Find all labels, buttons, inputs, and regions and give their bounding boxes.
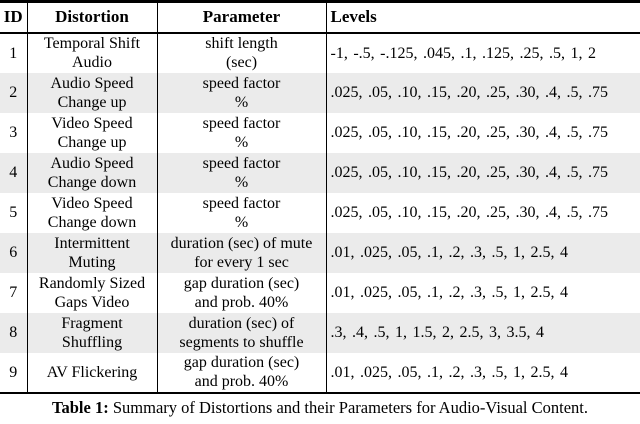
col-header-parameter: Parameter	[157, 1, 327, 34]
table-caption: Table 1: Summary of Distortions and thei…	[0, 398, 640, 417]
cell-id: 7	[0, 272, 28, 313]
cell-distortion: Audio Speed Change down	[27, 152, 158, 193]
cell-parameter: shift length (sec)	[157, 32, 327, 73]
cell-distortion: Intermittent Muting	[27, 232, 158, 273]
cell-distortion: Fragment Shuffling	[27, 312, 158, 353]
cell-parameter: gap duration (sec) and prob. 40%	[157, 272, 327, 313]
cell-id: 9	[0, 352, 28, 393]
cell-levels: .3, .4, .5, 1, 1.5, 2, 2.5, 3, 3.5, 4	[330, 324, 545, 341]
cell-parameter: gap duration (sec) and prob. 40%	[157, 352, 327, 393]
table-caption-label: Table 1:	[52, 397, 109, 417]
cell-id: 6	[0, 232, 28, 273]
cell-id: 1	[0, 32, 28, 73]
table-row: 5 Video Speed Change down speed factor %…	[0, 192, 640, 233]
table-row: 9 AV Flickering gap duration (sec) and p…	[0, 352, 640, 393]
cell-levels: .025, .05, .10, .15, .20, .25, .30, .4, …	[330, 84, 609, 101]
distortions-table: ID Distortion Parameter Levels 1 Tempora…	[0, 0, 640, 394]
table-row: 7 Randomly Sized Gaps Video gap duration…	[0, 272, 640, 313]
cell-parameter: duration (sec) of mute for every 1 sec	[157, 232, 327, 273]
cell-parameter: speed factor %	[157, 152, 327, 193]
col-header-id: ID	[0, 1, 28, 34]
cell-id: 3	[0, 112, 28, 153]
cell-levels: -1, -.5, -.125, .045, .1, .125, .25, .5,…	[330, 44, 596, 62]
table-header-row: ID Distortion Parameter Levels	[0, 1, 640, 34]
table-row: 8 Fragment Shuffling duration (sec) of s…	[0, 312, 640, 353]
cell-levels: .025, .05, .10, .15, .20, .25, .30, .4, …	[330, 164, 609, 181]
cell-parameter: speed factor %	[157, 72, 327, 113]
cell-distortion: AV Flickering	[27, 352, 158, 393]
cell-levels: .01, .025, .05, .1, .2, .3, .5, 1, 2.5, …	[330, 244, 569, 261]
cell-id: 5	[0, 192, 28, 233]
cell-distortion: Temporal Shift Audio	[27, 32, 158, 73]
cell-levels: .01, .025, .05, .1, .2, .3, .5, 1, 2.5, …	[330, 284, 569, 301]
table-row: 4 Audio Speed Change down speed factor %…	[0, 152, 640, 193]
table-row: 2 Audio Speed Change up speed factor % .…	[0, 72, 640, 113]
table-row: 6 Intermittent Muting duration (sec) of …	[0, 232, 640, 273]
cell-distortion: Video Speed Change up	[27, 112, 158, 153]
cell-parameter: speed factor %	[157, 112, 327, 153]
table-row: 3 Video Speed Change up speed factor % .…	[0, 112, 640, 153]
cell-parameter: duration (sec) of segments to shuffle	[157, 312, 327, 353]
cell-levels: .01, .025, .05, .1, .2, .3, .5, 1, 2.5, …	[330, 363, 569, 381]
cell-id: 4	[0, 152, 28, 193]
col-header-levels: Levels	[326, 1, 640, 34]
cell-levels: .025, .05, .10, .15, .20, .25, .30, .4, …	[330, 124, 609, 141]
cell-distortion: Video Speed Change down	[27, 192, 158, 233]
cell-distortion: Audio Speed Change up	[27, 72, 158, 113]
table-caption-text: Summary of Distortions and their Paramet…	[108, 397, 588, 417]
col-header-distortion: Distortion	[27, 1, 158, 34]
cell-levels: .025, .05, .10, .15, .20, .25, .30, .4, …	[330, 204, 609, 221]
cell-id: 2	[0, 72, 28, 113]
cell-distortion: Randomly Sized Gaps Video	[27, 272, 158, 313]
cell-parameter: speed factor %	[157, 192, 327, 233]
cell-id: 8	[0, 312, 28, 353]
table-row: 1 Temporal Shift Audio shift length (sec…	[0, 32, 640, 73]
